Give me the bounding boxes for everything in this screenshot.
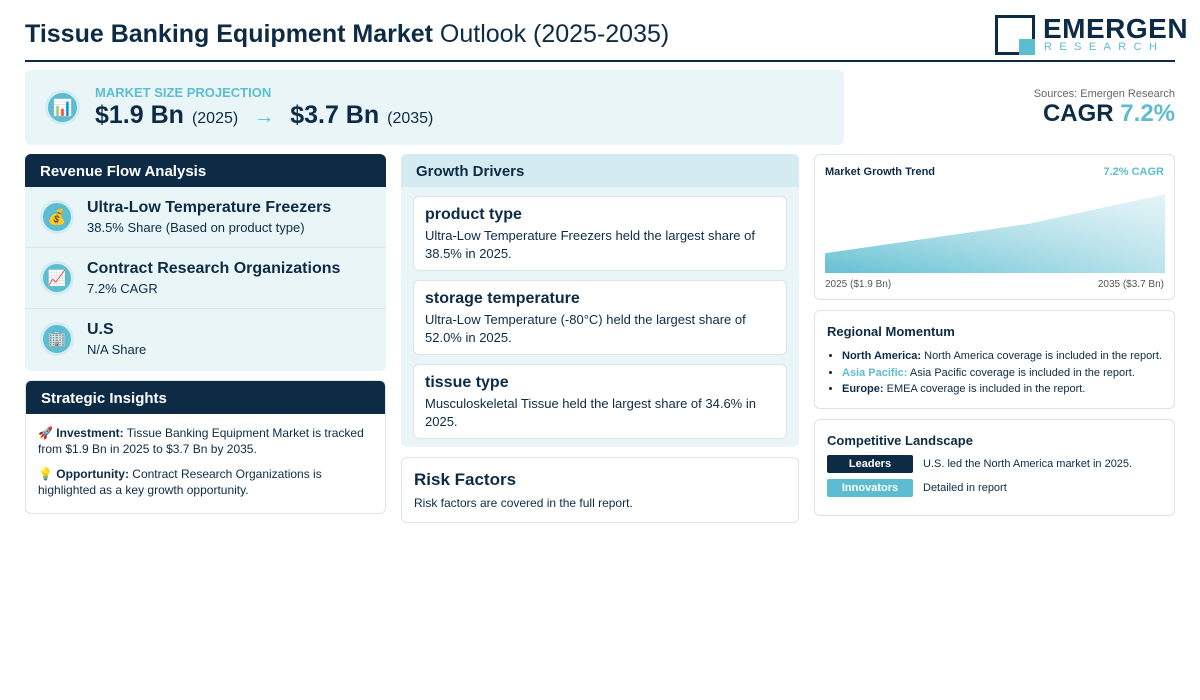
logo-mark-icon xyxy=(995,15,1035,55)
strategic-insights-title: Strategic Insights xyxy=(26,381,385,414)
competitive-landscape-panel: Competitive Landscape Leaders U.S. led t… xyxy=(814,419,1175,516)
regional-momentum-panel: Regional Momentum North America: North A… xyxy=(814,310,1175,409)
leaders-badge: Leaders xyxy=(827,455,913,473)
trend-end-label: 2035 ($3.7 Bn) xyxy=(1097,279,1164,290)
driver-card-text: Musculoskeletal Tissue held the largest … xyxy=(425,396,756,429)
page-header: Tissue Banking Equipment Market Outlook … xyxy=(25,12,1188,62)
driver-card-text: Ultra-Low Temperature Freezers held the … xyxy=(425,228,755,261)
logo-subtitle: RESEARCH xyxy=(1044,41,1165,53)
driver-card: storage temperature Ultra-Low Temperatur… xyxy=(413,280,787,355)
region-item-asia-pacific: Asia Pacific: Asia Pacific coverage is i… xyxy=(842,365,1162,382)
regional-momentum-title: Regional Momentum xyxy=(827,324,955,339)
money-bag-icon: 💰 xyxy=(40,200,74,234)
investment-insight: 🚀 Investment: Tissue Banking Equipment M… xyxy=(38,426,364,456)
trend-area-highlight xyxy=(825,194,1165,273)
strategic-insights-panel: Strategic Insights 🚀 Investment: Tissue … xyxy=(25,380,386,514)
revenue-item-title: Contract Research Organizations xyxy=(87,260,341,277)
revenue-item-title: Ultra-Low Temperature Freezers xyxy=(87,199,332,216)
revenue-item-subtitle: 38.5% Share (Based on product type) xyxy=(87,220,305,235)
innovators-badge: Innovators xyxy=(827,479,913,497)
cagr-value: 7.2% xyxy=(1120,100,1175,127)
sources-text: Sources: Emergen Research xyxy=(1033,88,1175,100)
revenue-item: 💰 Ultra-Low Temperature Freezers 38.5% S… xyxy=(25,187,386,248)
risk-factors-panel: Risk Factors Risk factors are covered in… xyxy=(401,457,799,523)
trend-start-label: 2025 ($1.9 Bn) xyxy=(825,279,892,290)
growth-drivers-panel: Growth Drivers product type Ultra-Low Te… xyxy=(401,154,799,447)
emergen-logo[interactable]: EMERGEN RESEARCH xyxy=(995,13,1188,56)
rocket-icon: 🚀 xyxy=(38,426,53,440)
region-item-europe: Europe: EMEA coverage is included in the… xyxy=(842,381,1162,398)
projection-label: MARKET SIZE PROJECTION xyxy=(95,85,272,100)
trend-title: Market Growth Trend xyxy=(825,166,936,178)
revenue-flow-panel: Revenue Flow Analysis 💰 Ultra-Low Temper… xyxy=(25,154,386,371)
driver-card-title: product type xyxy=(425,206,522,223)
market-size-projection: 📊 MARKET SIZE PROJECTION $1.9 Bn (2025) … xyxy=(25,70,844,145)
risk-factors-text: Risk factors are covered in the full rep… xyxy=(414,496,633,510)
competitive-landscape-title: Competitive Landscape xyxy=(827,433,973,448)
strategic-insights-body: 🚀 Investment: Tissue Banking Equipment M… xyxy=(26,414,385,498)
revenue-item-subtitle: N/A Share xyxy=(87,342,147,357)
innovators-text: Detailed in report xyxy=(923,482,1007,494)
leaders-text: U.S. led the North America market in 202… xyxy=(923,458,1133,470)
start-year: (2025) xyxy=(191,110,239,127)
revenue-flow-title: Revenue Flow Analysis xyxy=(25,154,386,187)
market-growth-trend-panel: Market Growth Trend 7.2% CAGR 2025 ($1.9… xyxy=(814,154,1175,300)
revenue-item-title: U.S xyxy=(87,321,114,338)
revenue-item: 📈 Contract Research Organizations 7.2% C… xyxy=(25,248,386,309)
driver-card-title: tissue type xyxy=(425,374,509,391)
projection-values: $1.9 Bn (2025) → $3.7 Bn (2035) xyxy=(95,101,433,130)
revenue-item-subtitle: 7.2% CAGR xyxy=(87,281,158,296)
cagr-summary: CAGR 7.2% xyxy=(1043,100,1175,128)
driver-card-text: Ultra-Low Temperature (-80°C) held the l… xyxy=(425,312,746,345)
region-list: North America: North America coverage is… xyxy=(842,348,1162,398)
page-title: Tissue Banking Equipment Market Outlook … xyxy=(25,20,670,48)
region-item-north-america: North America: North America coverage is… xyxy=(842,348,1162,365)
driver-card: tissue type Musculoskeletal Tissue held … xyxy=(413,364,787,439)
driver-card: product type Ultra-Low Temperature Freez… xyxy=(413,196,787,271)
trend-chart xyxy=(825,194,1165,273)
revenue-item: 🏢 U.S N/A Share xyxy=(25,309,386,370)
risk-factors-title: Risk Factors xyxy=(414,470,517,489)
opportunity-insight: 💡 Opportunity: Contract Research Organiz… xyxy=(38,467,322,497)
end-value: $3.7 Bn xyxy=(290,101,380,129)
trend-cagr: 7.2% CAGR xyxy=(1103,166,1164,178)
cagr-label: CAGR xyxy=(1042,100,1114,127)
building-icon: 🏢 xyxy=(40,322,74,356)
end-year: (2035) xyxy=(387,110,434,127)
logo-wordmark: EMERGEN xyxy=(1043,13,1189,44)
growth-drivers-title: Growth Drivers xyxy=(401,154,799,187)
arrow-right-icon: → xyxy=(254,106,275,128)
lightbulb-icon: 💡 xyxy=(38,467,53,481)
driver-card-title: storage temperature xyxy=(425,290,580,307)
bar-chart-icon: 📊 xyxy=(45,90,80,125)
start-value: $1.9 Bn xyxy=(95,101,184,129)
chart-up-icon: 📈 xyxy=(40,261,74,295)
